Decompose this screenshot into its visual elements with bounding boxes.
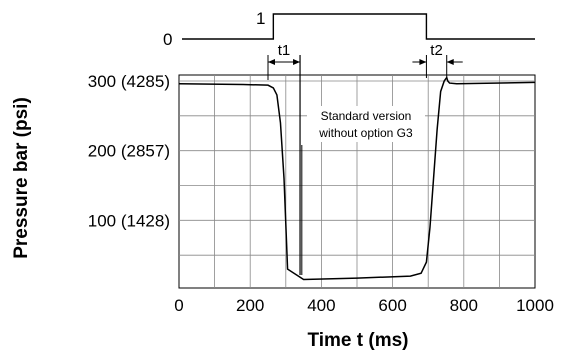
y-axis-title: Pressure bar (psi): [11, 97, 32, 259]
control-signal: 0 1: [163, 9, 535, 49]
note-line-1: Standard version: [321, 109, 412, 123]
y-tick-label: 300 (4285): [88, 72, 170, 91]
pressure-curve: [178, 75, 536, 281]
x-tick-label: 400: [307, 296, 335, 315]
signal-line: [182, 13, 535, 40]
t2-label: t2: [430, 42, 443, 59]
timing-arrowhead: [268, 59, 275, 65]
y-tick-labels: 100 (1428) 200 (2857) 300 (4285): [88, 72, 170, 230]
note-background: [307, 106, 425, 142]
timing-arrowhead: [419, 59, 427, 65]
signal-high-label: 1: [256, 9, 265, 28]
y-tick-label: 100 (1428): [88, 211, 170, 230]
y-tick-label: 200 (2857): [88, 142, 170, 161]
x-tick-label: 800: [450, 296, 478, 315]
x-tick-label: 600: [378, 296, 406, 315]
x-tick-label: 200: [236, 296, 264, 315]
x-tick-labels: 0 200 400 600 800 1000: [174, 296, 554, 315]
timing-arrowhead: [293, 59, 301, 65]
signal-low-label: 0: [163, 30, 172, 49]
note-line-2: without option G3: [318, 126, 413, 140]
x-tick-label: 1000: [516, 296, 554, 315]
timing-annotations: [267, 55, 463, 275]
x-axis-title: Time t (ms): [307, 330, 408, 351]
t1-label: t1: [278, 42, 291, 59]
timing-arrowhead: [446, 59, 454, 65]
x-tick-label: 0: [174, 296, 183, 315]
